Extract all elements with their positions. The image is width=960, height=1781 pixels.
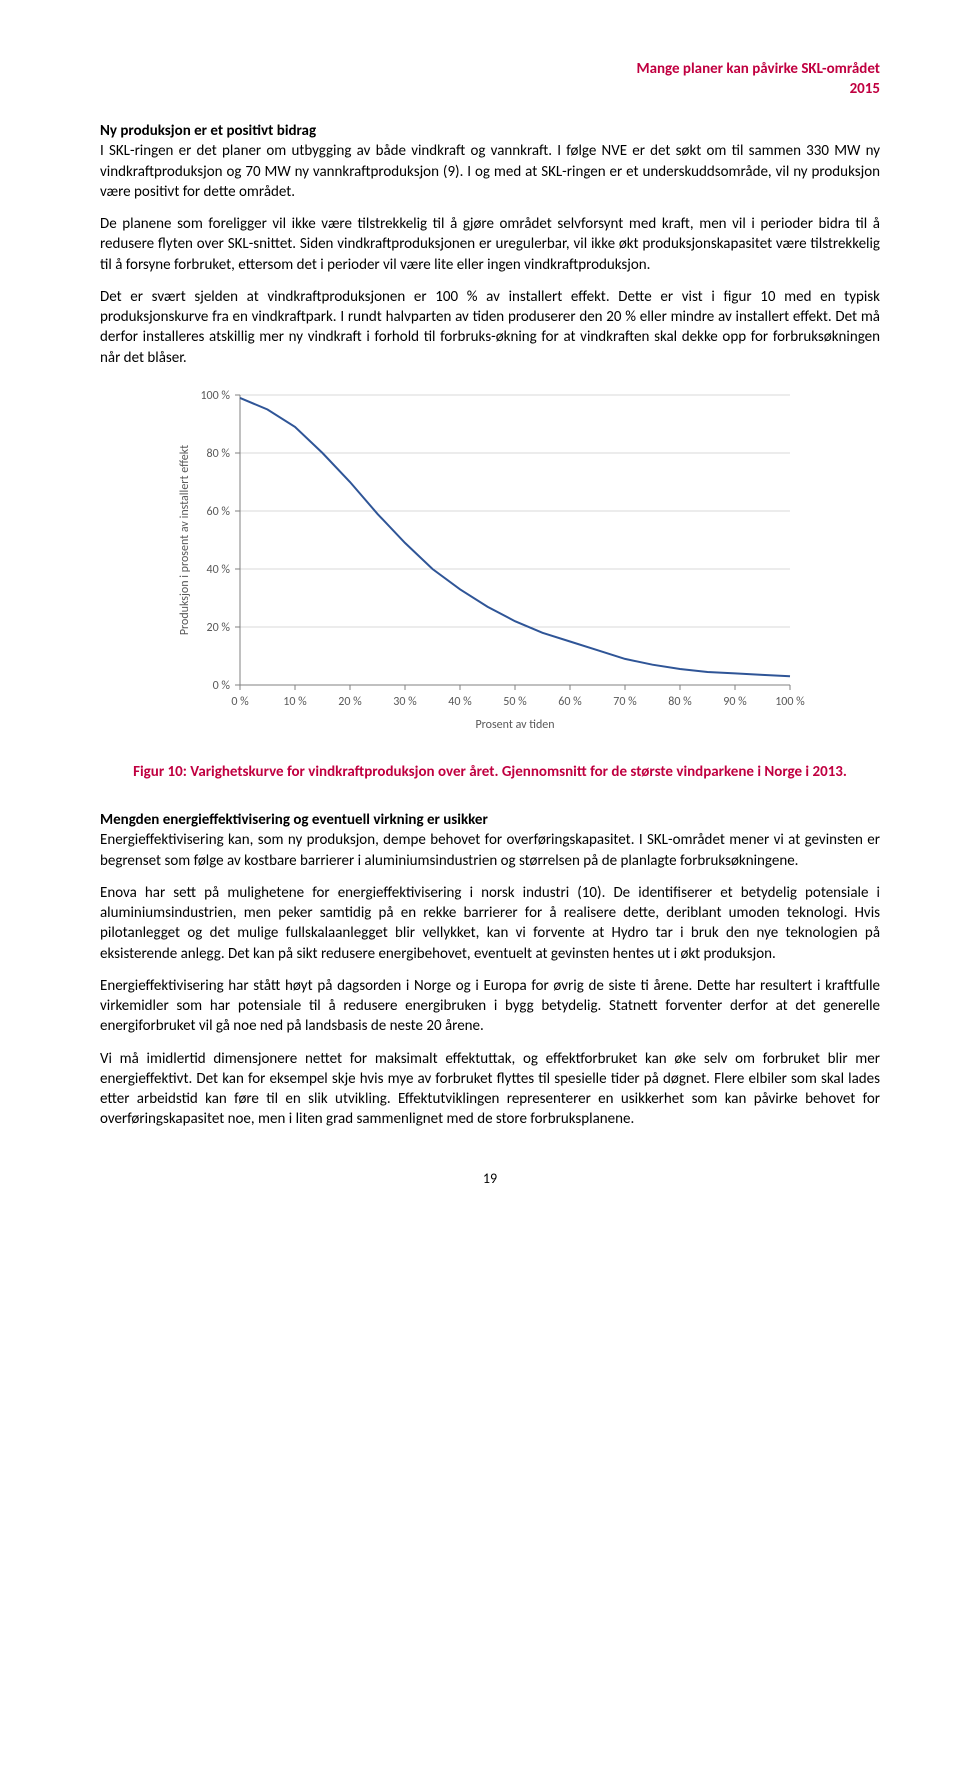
svg-text:Produksjon i prosent av instal: Produksjon i prosent av installert effek… (178, 445, 192, 635)
svg-text:80 %: 80 % (207, 447, 231, 461)
running-year: 2015 (850, 80, 880, 98)
svg-text:40 %: 40 % (448, 695, 472, 709)
section2-p2: Enova har sett på mulighetene for energi… (100, 883, 880, 964)
svg-text:40 %: 40 % (207, 563, 231, 577)
section1-heading: Ny produksjon er et positivt bidrag (100, 121, 880, 141)
svg-text:0 %: 0 % (231, 695, 249, 709)
page-number: 19 (100, 1170, 880, 1189)
svg-text:Prosent av tiden: Prosent av tiden (475, 718, 554, 732)
section2-heading: Mengden energieffektivisering og eventue… (100, 810, 880, 830)
duration-curve-chart: 0 % 10 % 20 % 30 % 40 % 50 % 60 % 70 % 80 % 90 % 1… (170, 380, 810, 740)
svg-text:100 %: 100 % (200, 389, 230, 403)
svg-text:60 %: 60 % (558, 695, 582, 709)
running-title: Mange planer kan påvirke SKL-området (636, 60, 880, 78)
section1-p2: De planene som foreligger vil ikke være … (100, 214, 880, 275)
section1-p1: I SKL-ringen er det planer om utbygging … (100, 141, 880, 202)
svg-text:80 %: 80 % (668, 695, 692, 709)
figure-caption: Figur 10: Varighetskurve for vindkraftpr… (100, 762, 880, 782)
section2-p1: Energieffektivisering kan, som ny produk… (100, 830, 880, 871)
svg-text:30 %: 30 % (393, 695, 417, 709)
svg-text:10 %: 10 % (283, 695, 307, 709)
chart-container: 0 % 10 % 20 % 30 % 40 % 50 % 60 % 70 % 80 % 90 % 1… (100, 380, 880, 740)
section1-p3: Det er svært sjelden at vindkraftproduks… (100, 287, 880, 368)
svg-text:100 %: 100 % (775, 695, 805, 709)
section2-p4: Vi må imidlertid dimensjonere nettet for… (100, 1049, 880, 1130)
running-header: Mange planer kan påvirke SKL-området 201… (100, 60, 880, 99)
svg-text:0 %: 0 % (213, 679, 231, 693)
svg-text:20 %: 20 % (207, 621, 231, 635)
svg-text:20 %: 20 % (338, 695, 362, 709)
svg-text:50 %: 50 % (503, 695, 527, 709)
section2-p3: Energieffektivisering har stått høyt på … (100, 976, 880, 1037)
svg-text:90 %: 90 % (723, 695, 747, 709)
svg-text:70 %: 70 % (613, 695, 637, 709)
svg-text:60 %: 60 % (207, 505, 231, 519)
